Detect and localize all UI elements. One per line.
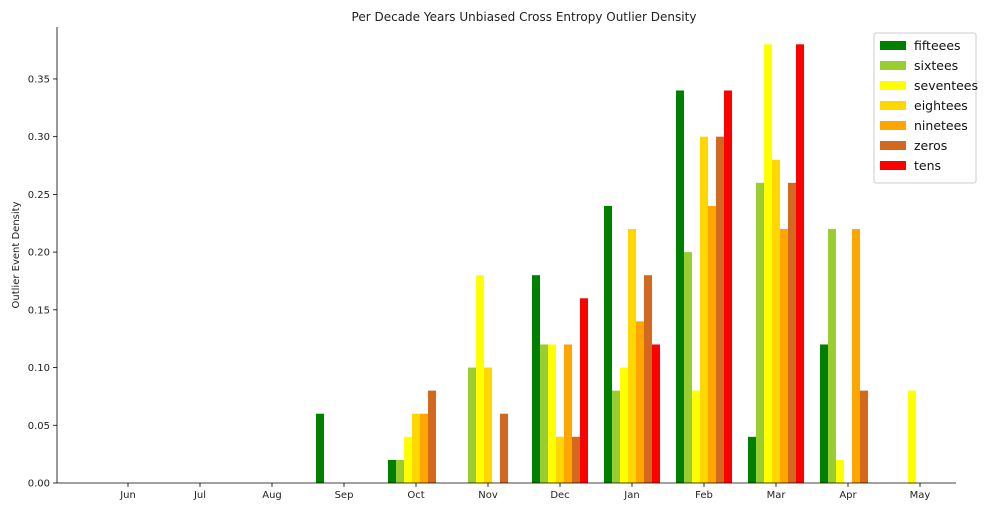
x-tick-label: Jan <box>623 490 639 501</box>
x-tick-label: Feb <box>695 490 713 501</box>
bar-fifteees-Sep <box>316 413 324 483</box>
legend-swatch-tens <box>880 161 906 170</box>
bar-fifteees-Feb <box>676 90 684 484</box>
legend-label-sixtees: sixtees <box>914 58 958 73</box>
legend: fifteees sixtees seventees eightees ninetees… <box>873 32 978 184</box>
bar-zeros-Mar <box>788 182 796 483</box>
bar-fifteees-Jan <box>604 205 612 483</box>
x-tick-label: Aug <box>262 490 282 501</box>
legend-swatch-zeros <box>880 141 906 150</box>
bar-ninetees-Jan <box>636 321 644 483</box>
bar-eightees-Mar <box>772 159 780 483</box>
axes: 0.00 0.05 0.10 0.15 0.20 0.25 0.30 0.35 Jun Jul Au… <box>28 27 956 501</box>
bar-seventees-Nov <box>476 275 484 483</box>
y-tick-label: 0.30 <box>28 132 50 143</box>
y-tick-label: 0.20 <box>28 248 50 259</box>
bar-eightees-Oct <box>412 413 420 483</box>
y-axis-label: Outlier Event Density <box>11 201 22 308</box>
bar-sixtees-Apr <box>828 229 836 483</box>
bar-tens-Mar <box>796 44 804 483</box>
bar-zeros-Feb <box>716 136 724 484</box>
x-tick-label: Apr <box>839 490 857 501</box>
bar-tens-Dec <box>580 298 588 483</box>
bar-tens-Feb <box>724 90 732 484</box>
legend-label-zeros: zeros <box>914 138 947 153</box>
bar-sixtees-Jan <box>612 390 620 483</box>
y-tick-label: 0.00 <box>28 479 50 490</box>
bar-fifteees-Dec <box>532 275 540 483</box>
bars <box>316 44 916 484</box>
x-tick-label: Dec <box>550 490 569 501</box>
bar-ninetees-Dec <box>564 344 572 483</box>
bar-ninetees-Feb <box>708 205 716 483</box>
legend-swatch-sixtees <box>880 61 906 70</box>
legend-label-ninetees: ninetees <box>914 118 968 133</box>
legend-label-eightees: eightees <box>914 98 968 113</box>
x-tick-label: May <box>910 490 931 501</box>
legend-swatch-eightees <box>880 101 906 110</box>
bar-seventees-Feb <box>692 390 700 483</box>
bar-sixtees-Mar <box>756 182 764 483</box>
bar-tens-Jan <box>652 344 660 483</box>
y-tick-label: 0.35 <box>28 74 50 85</box>
bar-sixtees-Oct <box>396 459 404 483</box>
bar-zeros-Oct <box>428 390 436 483</box>
y-tick-label: 0.05 <box>28 421 50 432</box>
bar-fifteees-Oct <box>388 459 396 483</box>
legend-swatch-seventees <box>880 81 906 90</box>
y-tick-label: 0.15 <box>28 305 50 316</box>
bar-fifteees-Apr <box>820 344 828 483</box>
bar-zeros-Nov <box>500 413 508 483</box>
bar-zeros-Dec <box>572 436 580 483</box>
bar-seventees-Mar <box>764 44 772 483</box>
bar-eightees-Jan <box>628 229 636 483</box>
bar-ninetees-Oct <box>420 413 428 483</box>
bar-seventees-Apr <box>836 459 844 483</box>
bar-sixtees-Feb <box>684 252 692 483</box>
bar-eightees-Dec <box>556 436 564 483</box>
legend-label-tens: tens <box>914 158 941 173</box>
bar-ninetees-Apr <box>852 229 860 483</box>
bar-seventees-Jan <box>620 367 628 483</box>
bar-zeros-Jan <box>644 275 652 483</box>
bar-eightees-Feb <box>700 136 708 484</box>
bar-fifteees-Mar <box>748 436 756 483</box>
bar-ninetees-Mar <box>780 229 788 483</box>
legend-label-seventees: seventees <box>914 78 978 93</box>
bar-seventees-Oct <box>404 436 412 483</box>
chart-title: Per Decade Years Unbiased Cross Entropy … <box>352 10 697 24</box>
bar-seventees-May <box>908 390 916 483</box>
y-tick-label: 0.25 <box>28 190 50 201</box>
legend-swatch-ninetees <box>880 121 906 130</box>
x-tick-label: Sep <box>335 490 354 501</box>
x-tick-label: Mar <box>767 490 787 501</box>
bar-eightees-Nov <box>484 367 492 483</box>
y-tick-label: 0.10 <box>28 363 50 374</box>
bar-sixtees-Dec <box>540 344 548 483</box>
x-tick-label: Jun <box>119 490 136 501</box>
legend-swatch-fifteees <box>880 41 906 50</box>
bar-zeros-Apr <box>860 390 868 483</box>
legend-label-fifteees: fifteees <box>914 38 961 53</box>
x-tick-label: Oct <box>407 490 424 501</box>
x-tick-label: Nov <box>478 490 498 501</box>
bar-seventees-Dec <box>548 344 556 483</box>
x-tick-label: Jul <box>193 490 206 501</box>
bar-sixtees-Nov <box>468 367 476 483</box>
